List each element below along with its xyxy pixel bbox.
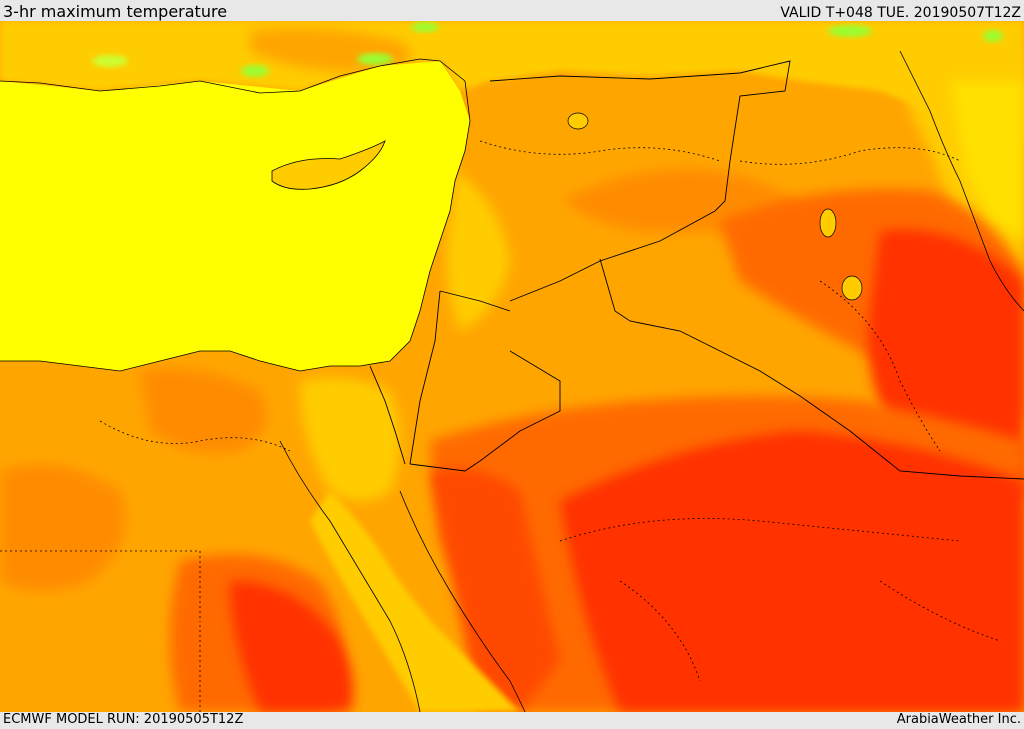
dotted-boundary-8: [99, 420, 291, 452]
dotted-boundary-3: [559, 518, 961, 542]
credit-label: ArabiaWeather Inc.: [896, 712, 1021, 727]
egypt-base: [0, 351, 400, 712]
dotted-boundary-9: [879, 580, 1001, 642]
saudi-hot: [560, 431, 1024, 712]
cool-patch-4: [828, 25, 872, 37]
temperature-field: [0, 21, 1024, 712]
temperature-map: [0, 21, 1024, 712]
dotted-boundary-1: [0, 550, 201, 621]
turkey-coastline: [0, 58, 466, 94]
valid-time: VALID T+048 TUE. 20190507T12Z: [780, 5, 1021, 21]
dotted-boundary-5: [739, 147, 961, 165]
lake-2: [841, 275, 863, 301]
iraq-saudi-border: [599, 258, 1024, 480]
egypt-israel-border: [369, 365, 406, 465]
dotted-boundary-7: [819, 280, 941, 452]
map-title: 3-hr maximum temperature: [3, 2, 228, 21]
cool-patch-6: [92, 55, 128, 67]
mediterranean-sea: [0, 61, 470, 371]
dotted-boundary-6: [479, 140, 721, 162]
levant-coastline: [0, 80, 471, 372]
dotted-boundary-4: [619, 580, 701, 682]
jordan-saudi-border: [409, 350, 561, 472]
syria-iraq-border: [489, 60, 791, 302]
jordan-west-border: [409, 290, 441, 465]
footer-bar: ECMWF MODEL RUN: 20190505T12Z ArabiaWeat…: [0, 712, 1024, 729]
saudi-warm-west: [430, 468, 560, 712]
sinai-light: [300, 377, 400, 501]
cool-patch-1: [241, 65, 269, 77]
egypt-west-warm: [0, 464, 126, 591]
header-bar: 3-hr maximum temperature VALID T+048 TUE…: [0, 0, 1024, 22]
cyprus-island: [271, 140, 386, 190]
red-sea-coast-west: [279, 440, 421, 712]
caspian-coast: [899, 50, 1024, 312]
red-sea: [310, 491, 520, 712]
egypt-warm: [140, 368, 267, 454]
syria-jordan-border: [439, 290, 511, 312]
lake-1: [819, 208, 837, 238]
egypt-south-hot: [230, 581, 354, 712]
levant-light: [446, 171, 510, 331]
model-run-label: ECMWF MODEL RUN: 20190505T12Z: [3, 712, 244, 727]
zagros-inner: [950, 81, 1024, 241]
red-sea-coast-east: [399, 490, 526, 712]
cool-patch-3: [411, 22, 439, 32]
cool-patch-2: [357, 53, 393, 65]
lake-3: [567, 112, 589, 130]
cool-patch-5: [983, 30, 1003, 42]
